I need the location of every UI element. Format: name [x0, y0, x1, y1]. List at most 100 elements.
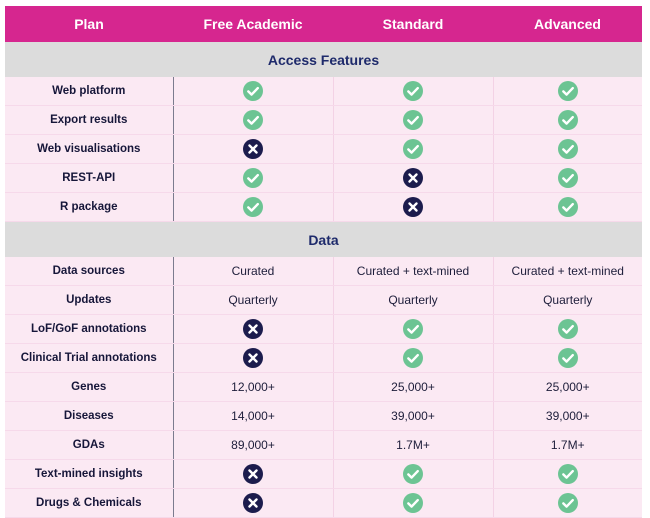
table-row-r-package: R package [5, 192, 642, 222]
cell-value: 12,000+ [231, 380, 275, 395]
row-label: Genes [5, 372, 174, 402]
row-label: Drugs & Chemicals [5, 488, 174, 518]
table-row-genes: Genes 12,000+ 25,000+ 25,000+ [5, 372, 642, 402]
row-label: REST-API [5, 163, 174, 193]
cell-standard [333, 134, 494, 164]
cell-standard: Quarterly [333, 285, 494, 315]
cell-value: Curated [231, 264, 275, 279]
x-circle-icon [243, 139, 263, 159]
check-circle-icon [403, 110, 423, 130]
cell-free-academic [173, 343, 334, 373]
header-standard: Standard [333, 6, 493, 42]
cell-standard [333, 192, 494, 222]
check-circle-icon [243, 110, 263, 130]
cell-value: Curated + text-mined [511, 264, 624, 279]
cell-free-academic: 12,000+ [173, 372, 334, 402]
cell-advanced [493, 77, 642, 106]
cell-advanced: 25,000+ [493, 372, 642, 402]
cell-advanced [493, 105, 642, 135]
header-plan: Plan [5, 6, 173, 42]
cell-free-academic [173, 314, 334, 344]
row-label: Updates [5, 285, 174, 315]
table-row-export-results: Export results [5, 105, 642, 135]
cell-advanced [493, 314, 642, 344]
cell-free-academic [173, 163, 334, 193]
check-circle-icon [403, 319, 423, 339]
row-label: Data sources [5, 257, 174, 286]
cell-standard: 25,000+ [333, 372, 494, 402]
x-circle-icon [243, 493, 263, 513]
cell-value: Quarterly [543, 293, 593, 308]
cell-standard [333, 105, 494, 135]
check-circle-icon [557, 168, 578, 188]
table-row-web-visualisations: Web visualisations [5, 134, 642, 164]
row-label: GDAs [5, 430, 174, 460]
header-free-academic: Free Academic [173, 6, 333, 42]
section-header-access-features: Access Features [5, 42, 642, 77]
cell-standard [333, 343, 494, 373]
table-row-gdas: GDAs 89,000+ 1.7M+ 1.7M+ [5, 430, 642, 460]
cell-advanced: 39,000+ [493, 401, 642, 431]
table-row-lof-gof-annotations: LoF/GoF annotations [5, 314, 642, 344]
cell-standard [333, 77, 494, 106]
cell-free-academic [173, 105, 334, 135]
cell-advanced [493, 343, 642, 373]
check-circle-icon [243, 168, 263, 188]
check-circle-icon [557, 493, 578, 513]
row-label: Web platform [5, 77, 174, 106]
section-title: Access Features [5, 42, 642, 77]
cell-value: 25,000+ [545, 380, 590, 395]
header-advanced: Advanced [493, 6, 642, 42]
table-row-text-mined-insights: Text-mined insights [5, 459, 642, 489]
row-label: Clinical Trial annotations [5, 343, 174, 373]
cell-standard [333, 488, 494, 518]
cell-value: 1.7M+ [396, 438, 430, 453]
check-circle-icon [557, 110, 578, 130]
check-circle-icon [557, 348, 578, 368]
cell-value: 39,000+ [391, 409, 435, 424]
check-circle-icon [557, 81, 578, 101]
table-body: Access Features Web platform Export result… [5, 42, 642, 518]
table-row-diseases: Diseases 14,000+ 39,000+ 39,000+ [5, 401, 642, 431]
cell-free-academic [173, 192, 334, 222]
cell-standard: 1.7M+ [333, 430, 494, 460]
pricing-comparison: Plan Free Academic Standard Advanced Acc… [5, 6, 642, 518]
cell-value: 14,000+ [231, 409, 275, 424]
cell-free-academic: 89,000+ [173, 430, 334, 460]
table-row-drugs-chemicals: Drugs & Chemicals [5, 488, 642, 518]
cell-value: Curated + text-mined [356, 264, 470, 279]
table-row-data-sources: Data sources Curated Curated + text-mined C… [5, 257, 642, 286]
check-circle-icon [403, 493, 423, 513]
row-label: Export results [5, 105, 174, 135]
cell-value: Quarterly [228, 293, 278, 308]
table-row-web-platform: Web platform [5, 77, 642, 106]
check-circle-icon [403, 139, 423, 159]
check-circle-icon [403, 348, 423, 368]
row-label: Web visualisations [5, 134, 174, 164]
cell-standard: Curated + text-mined [333, 257, 494, 286]
check-circle-icon [403, 464, 423, 484]
table-row-updates: Updates Quarterly Quarterly Quarterly [5, 285, 642, 315]
cell-free-academic [173, 488, 334, 518]
cell-free-academic [173, 134, 334, 164]
cell-value: 89,000+ [231, 438, 275, 453]
check-circle-icon [243, 197, 263, 217]
cell-value: 1.7M+ [550, 438, 585, 453]
cell-free-academic: Quarterly [173, 285, 334, 315]
plan-comparison-table: Plan Free Academic Standard Advanced Acc… [5, 6, 642, 518]
row-label: LoF/GoF annotations [5, 314, 174, 344]
x-circle-icon [403, 168, 423, 188]
cell-advanced [493, 163, 642, 193]
cell-advanced: Quarterly [493, 285, 642, 315]
cell-standard: 39,000+ [333, 401, 494, 431]
check-circle-icon [243, 81, 263, 101]
row-label: Text-mined insights [5, 459, 174, 489]
cell-value: 39,000+ [545, 409, 590, 424]
table-row-rest-api: REST-API [5, 163, 642, 193]
header-row: Plan Free Academic Standard Advanced [5, 6, 642, 42]
check-circle-icon [557, 319, 578, 339]
cell-free-academic: 14,000+ [173, 401, 334, 431]
cell-advanced [493, 134, 642, 164]
cell-standard [333, 459, 494, 489]
x-circle-icon [403, 197, 423, 217]
